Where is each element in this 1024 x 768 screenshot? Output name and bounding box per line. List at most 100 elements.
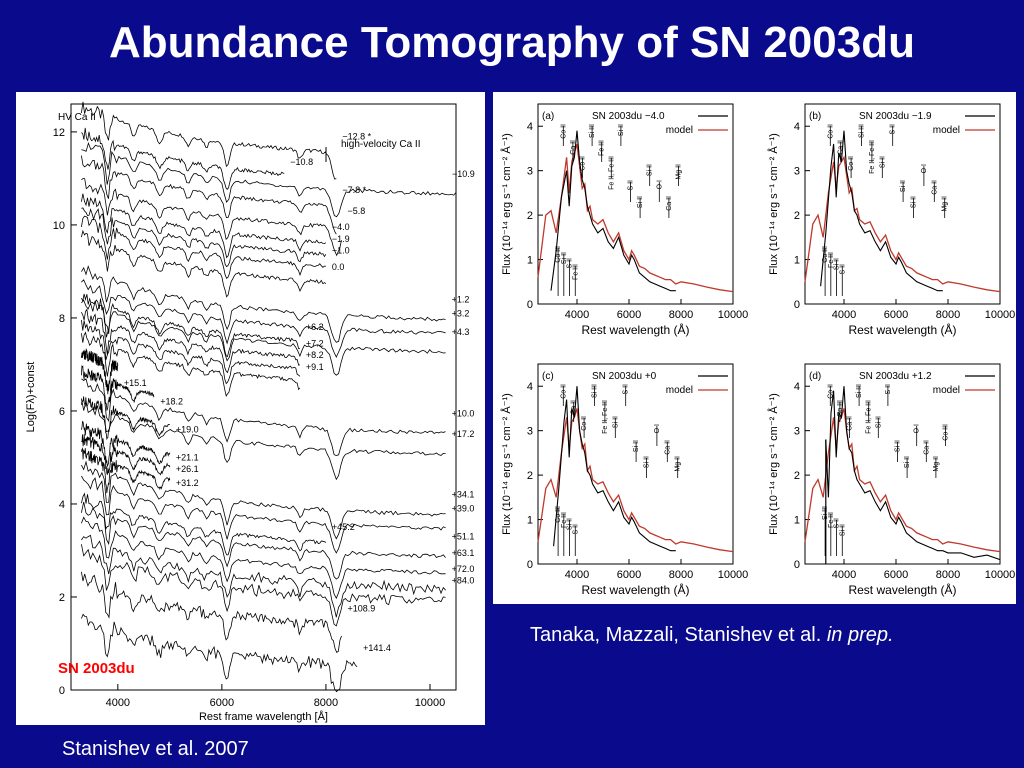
x-tick-label: 6000: [210, 697, 234, 709]
line-id-label: Co III: [822, 246, 829, 263]
epoch-label: 0.0: [332, 262, 345, 272]
line-id-label: Ca II: [664, 440, 671, 455]
spectrum-line: [81, 331, 301, 398]
observed-spectrum: [820, 130, 943, 292]
spectrum-line: [81, 229, 327, 298]
epoch-label: +63.1: [452, 548, 475, 558]
y-tick-label: 3: [794, 426, 800, 438]
line-id-label: Ca II: [666, 196, 673, 211]
epoch-label: −7.8 *: [342, 185, 366, 195]
line-id-label: Si II: [612, 416, 619, 428]
line-id-label: S II: [890, 124, 897, 135]
plot-frame: [70, 103, 457, 691]
spectrum-line: [81, 299, 446, 376]
line-id-label: S II: [623, 384, 630, 395]
panel-letter: (b): [809, 111, 821, 122]
x-tick-label: 6000: [617, 569, 641, 581]
panel-letter: (d): [809, 371, 821, 382]
epoch-label: +21.1: [176, 452, 199, 462]
line-id-label: Co III: [555, 506, 562, 523]
x-tick-label: 10000: [718, 569, 749, 581]
line-id-label: Co II: [581, 416, 588, 431]
line-id-label: Mg II: [675, 456, 682, 472]
observed-spectrum: [550, 130, 676, 292]
line-id-label: Fe II, Fe III: [602, 400, 609, 434]
model-spectrum: [804, 155, 1001, 293]
y-tick-label: 0: [527, 559, 533, 571]
epoch-label: +26.1: [176, 464, 199, 474]
epoch-label: +15.1: [124, 378, 147, 388]
x-tick-label: 8000: [669, 569, 693, 581]
line-id-label: Co II: [827, 384, 834, 399]
y-tick-label: 3: [794, 166, 800, 178]
x-axis-label: Rest frame wavelength [Å]: [199, 710, 328, 723]
spectrum-line: [81, 265, 446, 343]
sn-label: SN 2003du: [58, 660, 135, 677]
epoch-label: +108.9: [348, 604, 376, 614]
line-id-label: Si II: [567, 518, 574, 530]
y-tick-label: 2: [794, 470, 800, 482]
y-axis-label: Flux (10⁻¹⁴ erg s⁻¹ cm⁻² Å⁻¹): [767, 393, 780, 535]
epoch-label: +3.2: [452, 308, 470, 318]
line-id-label: Ca II: [570, 140, 577, 155]
line-id-label: Fe III: [599, 140, 606, 156]
epoch-label: −1.9: [332, 234, 350, 244]
y-tick-label: 4: [59, 499, 65, 511]
x-tick-label: 4000: [565, 309, 589, 321]
legend-model-label: model: [666, 385, 693, 396]
epoch-label: +18.2: [160, 397, 183, 407]
line-id-label: Si III: [822, 506, 829, 520]
line-id-label: S II: [839, 264, 846, 275]
spectrum-line: [81, 293, 300, 358]
spectrum-line: [81, 319, 301, 385]
y-tick-label: 0: [59, 685, 65, 697]
line-id-label: Si II: [839, 524, 846, 536]
epoch-label: +17.2: [452, 429, 475, 439]
spectrum-line: [81, 396, 171, 441]
spectrum-line: [81, 207, 327, 268]
epoch-label: −10.8: [290, 157, 313, 167]
epoch-label: +8.2: [306, 350, 324, 360]
y-axis-label: Flux (10⁻¹⁴ erg s⁻¹ cm⁻² Å⁻¹): [767, 133, 780, 275]
x-tick-label: 10000: [985, 569, 1016, 581]
spectrum-line: [81, 398, 446, 481]
y-tick-label: 1: [527, 515, 533, 527]
spectral-sequence-chart: 4000 6000 8000 10000 0 2 4 6 8 10 12 Rest frame wav…: [25, 101, 475, 723]
y-tick-label: 2: [527, 210, 533, 222]
y-tick-label: 10: [53, 220, 65, 232]
line-id-label: Si II: [879, 156, 886, 168]
line-id-label: O I: [656, 180, 663, 189]
line-id-label: Ca II: [838, 140, 845, 155]
model-panel: 4000 6000 8000 10000 0 1 2 3 4 Rest wavelength (Å…: [500, 363, 749, 597]
annotation-high-velocity-ca: high-velocity Ca II: [341, 139, 420, 150]
line-id-label: Fe II, Fe III: [869, 140, 876, 174]
epoch-label: −1.0: [332, 246, 350, 256]
x-axis-label: Rest wavelength (Å): [848, 322, 956, 337]
line-id-label: Si II: [834, 258, 841, 270]
x-tick-label: 10000: [718, 309, 749, 321]
spectrum-line: [81, 571, 342, 653]
line-id-label: S II: [567, 258, 574, 269]
line-id-label: Si III: [859, 124, 866, 138]
line-id-label: Fe III: [828, 252, 835, 268]
x-tick-label: 10000: [415, 697, 446, 709]
y-tick-label: 2: [794, 210, 800, 222]
y-tick-label: 1: [794, 515, 800, 527]
x-tick-label: 4000: [832, 309, 856, 321]
line-id-label: Co II: [580, 156, 587, 171]
spectrum-line: [81, 365, 155, 411]
line-id-label: Mg II: [933, 456, 940, 472]
line-id-label: Fe III: [561, 512, 568, 528]
x-axis-label: Rest wavelength (Å): [581, 322, 689, 337]
x-tick-label: 4000: [106, 697, 130, 709]
line-id-label: Si II: [904, 456, 911, 468]
epoch-label: +9.1: [306, 362, 324, 372]
line-id-label: Si II: [561, 252, 568, 264]
line-id-label: Si II: [637, 196, 644, 208]
x-tick-label: 6000: [617, 309, 641, 321]
line-id-label: Co III: [943, 424, 950, 441]
legend-model-label: model: [933, 385, 960, 396]
model-panel: 4000 6000 8000 10000 0 1 2 3 4 Rest wavelength (Å…: [767, 103, 1015, 337]
y-tick-label: 0: [794, 559, 800, 571]
